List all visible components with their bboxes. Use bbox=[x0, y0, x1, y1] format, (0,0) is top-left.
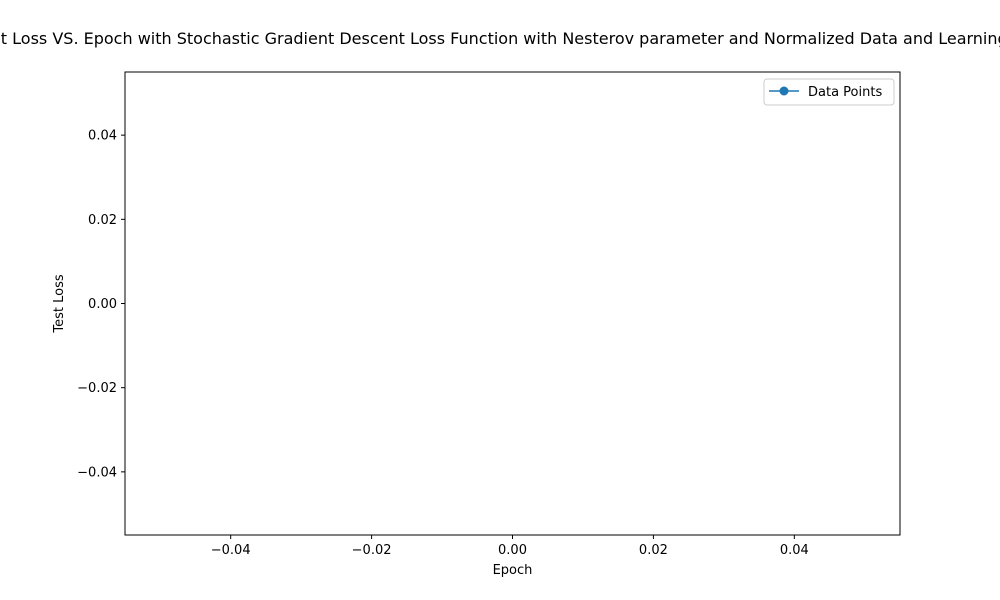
y-tick-label: 0.00 bbox=[88, 297, 117, 312]
x-tick-label: 0.04 bbox=[780, 543, 809, 558]
y-tick-label: 0.04 bbox=[88, 129, 117, 144]
x-tick-label: −0.04 bbox=[211, 543, 251, 558]
y-tick-label: 0.02 bbox=[88, 213, 117, 228]
legend-box bbox=[763, 78, 895, 106]
legend: Data Points bbox=[763, 78, 895, 106]
y-axis-ticks: −0.04 −0.02 0.00 0.02 0.04 bbox=[77, 129, 125, 480]
y-axis-label: Test Loss bbox=[52, 274, 67, 333]
plot-area-frame bbox=[124, 71, 901, 536]
legend-series-marker bbox=[779, 86, 789, 96]
y-tick-label: −0.02 bbox=[77, 381, 117, 396]
x-tick-label: 0.02 bbox=[639, 543, 668, 558]
x-tick-label: −0.02 bbox=[352, 543, 392, 558]
legend-series-label: Data Points bbox=[808, 85, 882, 100]
y-tick-label: −0.04 bbox=[77, 465, 117, 480]
x-axis-label: Epoch bbox=[493, 563, 533, 578]
x-tick-label: 0.00 bbox=[498, 543, 527, 558]
x-axis-ticks: −0.04 −0.02 0.00 0.02 0.04 bbox=[211, 535, 809, 558]
chart-title: Test Loss VS. Epoch with Stochastic Grad… bbox=[0, 29, 1000, 48]
